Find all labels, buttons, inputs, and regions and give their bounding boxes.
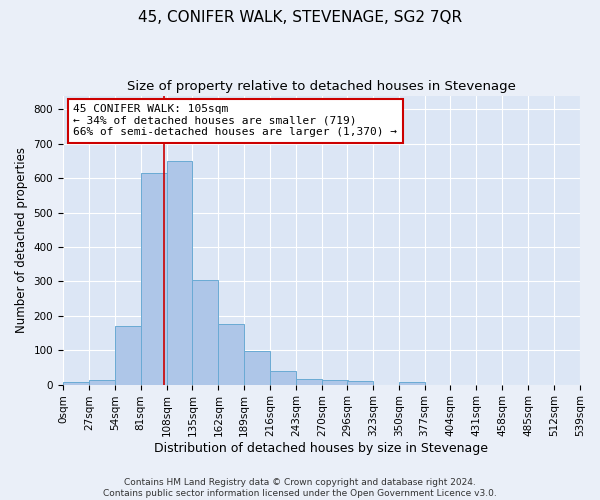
Bar bbox=[63, 382, 89, 384]
Bar bbox=[218, 324, 244, 384]
Bar bbox=[398, 382, 425, 384]
Bar bbox=[347, 381, 373, 384]
Bar bbox=[140, 173, 167, 384]
Text: Contains HM Land Registry data © Crown copyright and database right 2024.
Contai: Contains HM Land Registry data © Crown c… bbox=[103, 478, 497, 498]
Text: 45 CONIFER WALK: 105sqm
← 34% of detached houses are smaller (719)
66% of semi-d: 45 CONIFER WALK: 105sqm ← 34% of detache… bbox=[73, 104, 397, 138]
Bar bbox=[89, 380, 115, 384]
Bar bbox=[270, 371, 296, 384]
Bar bbox=[167, 161, 193, 384]
X-axis label: Distribution of detached houses by size in Stevenage: Distribution of detached houses by size … bbox=[154, 442, 488, 455]
Bar bbox=[296, 380, 322, 384]
Title: Size of property relative to detached houses in Stevenage: Size of property relative to detached ho… bbox=[127, 80, 516, 93]
Bar bbox=[115, 326, 140, 384]
Y-axis label: Number of detached properties: Number of detached properties bbox=[15, 147, 28, 333]
Bar bbox=[244, 351, 270, 384]
Text: 45, CONIFER WALK, STEVENAGE, SG2 7QR: 45, CONIFER WALK, STEVENAGE, SG2 7QR bbox=[138, 10, 462, 25]
Bar bbox=[322, 380, 348, 384]
Bar bbox=[193, 280, 218, 384]
